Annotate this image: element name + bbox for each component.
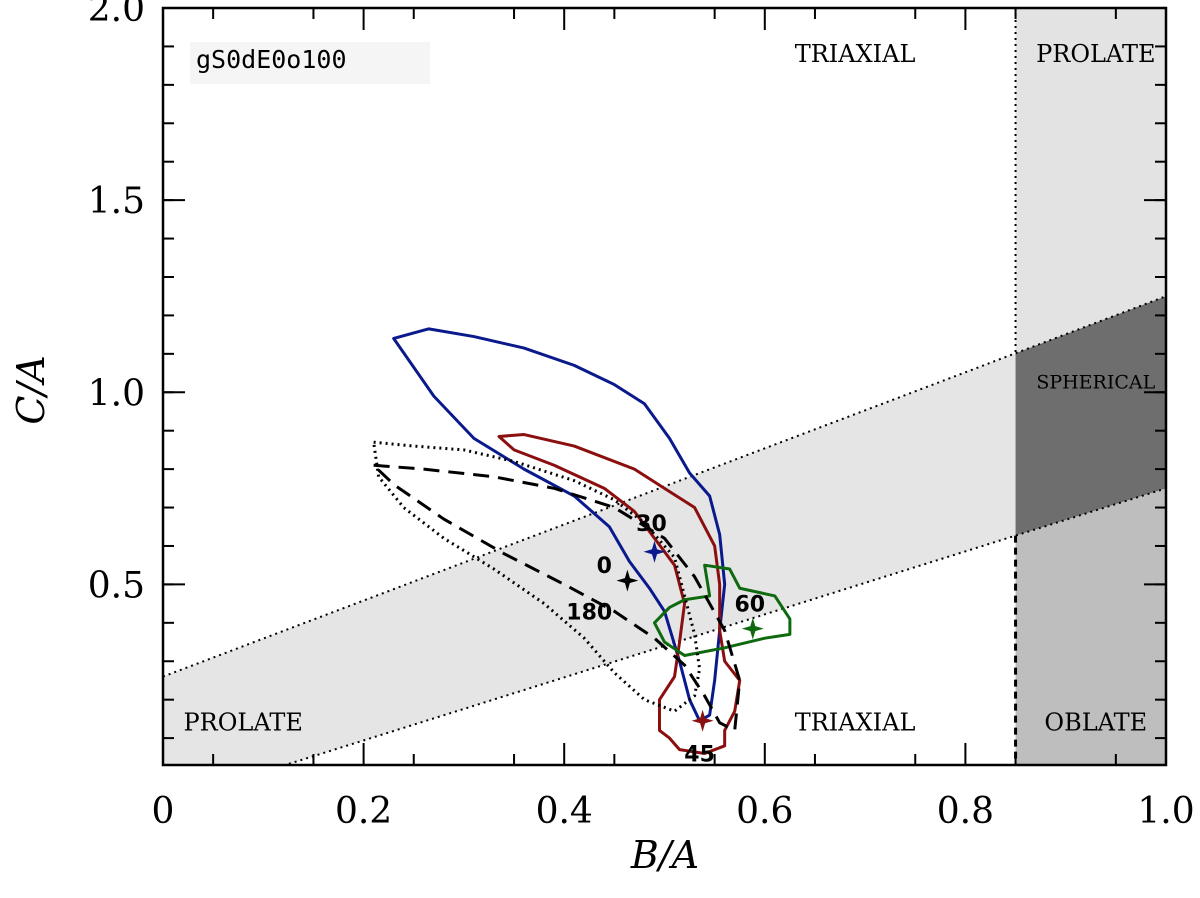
y-tick-label: 1.0 [88,373,145,414]
y-axis-title: C/A [9,355,53,424]
y-tick-label: 1.5 [88,181,145,222]
x-tick-label: 0.2 [335,791,392,832]
region-label-prolate: PROLATE [184,709,303,737]
region-label-triaxial: TRIAXIAL [795,709,916,737]
region-labels: TRIAXIAL PROLATE SPHERICAL PROLATE TRIAXIAL O… [184,40,1156,737]
label-angle-60: 60 [734,593,765,618]
x-axis-title: B/A [630,833,699,877]
region-label-spherical: SPHERICAL [1036,372,1155,394]
angle-contours [372,327,792,755]
label-angle-180: 180 [566,600,612,625]
region-label-prolate: PROLATE [1036,40,1155,68]
title-box [190,42,430,84]
angle-markers: 30 45 60 0 180 [566,512,765,768]
label-angle-0: 0 [597,554,612,579]
contour-angle-60 [652,563,792,657]
contour-angle-180 [372,440,702,713]
band-edge-lower [281,487,1166,765]
region-label-oblate: OBLATE [1044,709,1147,737]
x-tick-label: 0.6 [736,791,793,832]
label-angle-45: 45 [684,742,715,767]
x-tick-label: 1.0 [1137,791,1194,832]
y-tick-label: 2.0 [88,0,145,30]
contour-angle-30 [392,327,727,723]
band-prolate-right [1015,8,1166,354]
plot-axes: 0 0.2 0.4 0.6 0.8 1.0 0.5 1.0 1.5 2.0 [88,0,1195,832]
x-tick-label: 0.4 [536,791,593,832]
star-angle-30 [643,540,666,563]
y-tick-label: 0.5 [88,565,145,606]
x-tick-label: 0.8 [937,791,994,832]
star-angle-0 [616,569,639,592]
plot-frame [161,6,1168,767]
region-label-triaxial: TRIAXIAL [795,40,916,68]
shape-region-bands [163,8,1166,765]
star-angle-45 [691,709,714,732]
band-diagonal [163,353,1016,765]
band-spherical [1015,296,1166,536]
band-oblate [1015,488,1166,765]
x-tick-label: 0 [152,791,175,832]
contour-angle-0 [372,463,742,732]
panel-title: gS0dE0o100 [196,45,347,74]
star-angle-60 [741,617,764,640]
label-angle-30: 30 [636,512,667,537]
